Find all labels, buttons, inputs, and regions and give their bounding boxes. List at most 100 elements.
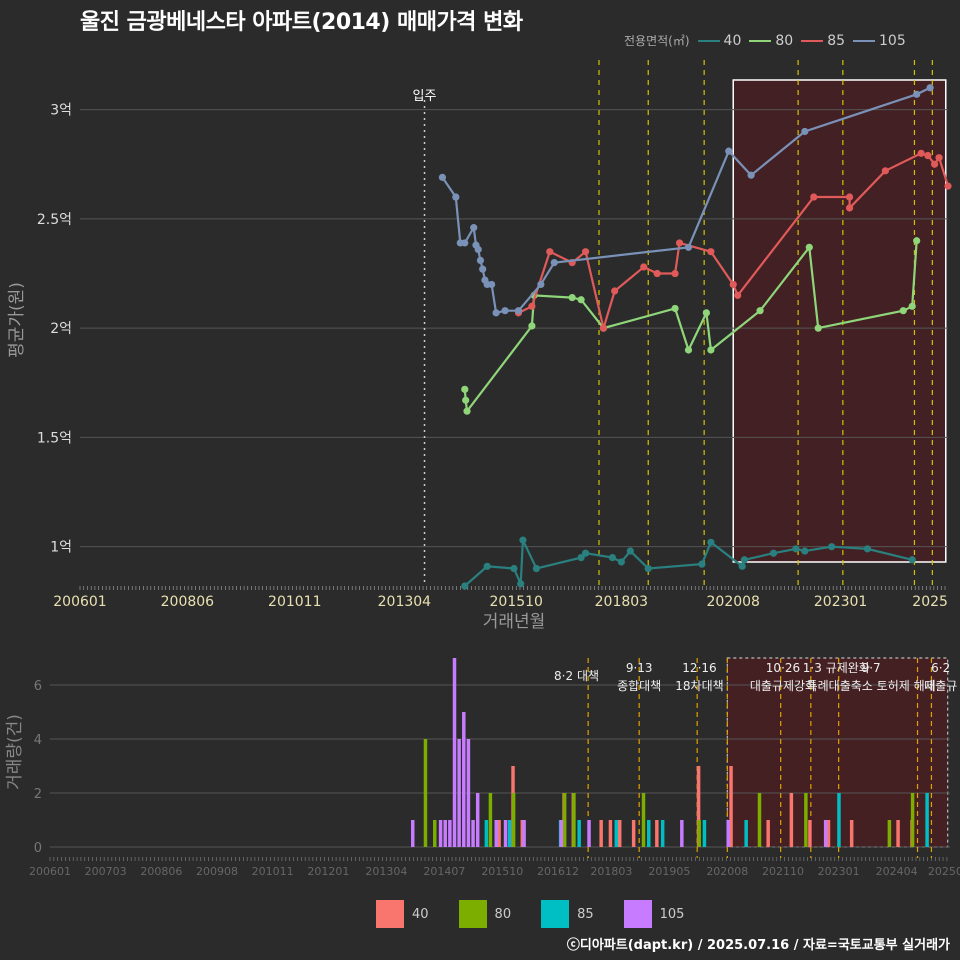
volume-bar-40	[766, 820, 770, 847]
volume-bar-105	[411, 820, 415, 847]
series-point-40	[532, 564, 540, 573]
series-point-85	[546, 248, 554, 256]
series-point-40	[577, 553, 585, 562]
volume-bar-chart: 0 2 4 6 거래량(건) 200601 200703 200806 200908 201011…	[5, 657, 960, 878]
series-point-105	[501, 307, 509, 315]
volume-bar-85	[925, 793, 929, 847]
series-point-85	[729, 280, 737, 289]
volume-bar-105	[457, 739, 461, 847]
price-legend: 전용면적(㎡) 40 80 85 105	[624, 32, 906, 49]
series-line-40	[464, 539, 913, 587]
x-tick-label: 201510	[490, 594, 543, 610]
volume-bar-80	[572, 793, 576, 847]
volume-bar-80	[511, 793, 516, 847]
series-point-40	[792, 545, 800, 553]
volume-bar-85	[647, 820, 651, 847]
series-point-40	[740, 556, 749, 564]
volume-bar-40	[655, 820, 659, 847]
vol-y-axis-title: 거래량(건)	[5, 714, 25, 790]
series-point-85	[845, 193, 854, 201]
volume-bar-105	[522, 820, 526, 847]
series-point-105	[684, 243, 693, 251]
series-point-80	[707, 346, 715, 354]
y-tick-label: 2.5억	[37, 212, 72, 228]
x-tick-label: 200806	[161, 594, 215, 610]
vol-x-tick: 201510	[481, 865, 523, 878]
series-point-40	[483, 562, 491, 570]
volume-bar-80	[562, 793, 567, 847]
volume-bar-105	[680, 820, 684, 847]
series-point-40	[517, 580, 525, 588]
series-point-85	[707, 248, 715, 256]
legend-item-105: 105	[853, 33, 906, 49]
volume-bar-85	[577, 820, 581, 847]
series-point-85	[810, 193, 818, 201]
series-point-80	[814, 324, 822, 332]
series-point-105	[913, 90, 921, 98]
series-point-40	[519, 536, 527, 544]
series-point-105	[470, 224, 478, 232]
vol-x-tick: 201407	[423, 865, 465, 878]
series-point-105	[461, 239, 469, 247]
volume-bar-40	[789, 793, 794, 847]
series-point-105	[474, 245, 482, 254]
bar-legend-105: 105	[623, 900, 684, 928]
series-point-105	[926, 84, 934, 92]
series-point-80	[899, 307, 907, 315]
price-line-chart: 1억 1.5억 2억 2.5억 3억 200601 200806 201011 201304 20…	[7, 60, 952, 632]
series-point-40	[738, 562, 746, 570]
series-point-80	[528, 322, 536, 330]
series-point-105	[479, 265, 487, 273]
series-point-80	[913, 237, 921, 245]
x-tick-label: 2025	[912, 594, 948, 610]
y-axis-title: 평균가(원)	[7, 282, 27, 358]
series-point-85	[917, 149, 925, 157]
x-tick-label: 201011	[268, 594, 321, 610]
x-tick-label: 201304	[378, 594, 432, 610]
volume-bar-40	[896, 820, 900, 847]
volume-bar-85	[507, 820, 512, 847]
volume-bar-40	[520, 820, 525, 847]
vol-x-tick: 202301	[818, 865, 860, 878]
volume-bar-40	[849, 820, 854, 847]
series-point-80	[702, 309, 710, 317]
series-point-105	[476, 256, 485, 265]
series-point-80	[908, 302, 916, 310]
series-point-105	[537, 280, 545, 289]
volume-bar-80	[697, 820, 701, 847]
x-axis-title: 거래년월	[483, 612, 546, 632]
vol-x-tick: 202110	[762, 865, 804, 878]
series-point-40	[461, 582, 469, 590]
volume-bar-40	[608, 820, 613, 847]
legend-item-80: 80	[749, 33, 793, 49]
series-point-40	[863, 545, 872, 553]
volume-bar-40	[808, 820, 812, 847]
volume-bar-85	[660, 820, 665, 847]
bar-legend-85: 85	[541, 900, 594, 928]
series-point-85	[935, 154, 943, 162]
volume-bar-85	[484, 820, 489, 847]
volume-bar-40	[696, 766, 701, 847]
event-label: 6·2 대출규	[924, 661, 957, 693]
series-point-80	[462, 396, 470, 404]
event-label: 9·13 종합대책	[617, 661, 661, 693]
event-label: 9·7 특례대출축소 토허제 해제	[807, 661, 936, 693]
series-point-85	[599, 324, 608, 332]
legend-title: 전용면적(㎡)	[624, 34, 690, 48]
volume-bar-80	[433, 820, 437, 847]
series-point-40	[644, 564, 652, 573]
series-point-40	[510, 564, 518, 573]
legend-item-40: 40	[697, 33, 741, 49]
vol-x-tick: 200908	[196, 865, 238, 878]
series-point-105	[747, 171, 755, 179]
volume-bar-105	[494, 820, 499, 847]
series-point-105	[452, 193, 460, 201]
y-tick-label: 2억	[50, 321, 72, 337]
volume-legend: 40 80 85 105	[376, 900, 700, 928]
series-point-85	[924, 151, 932, 160]
series-point-80	[463, 407, 471, 415]
series-point-85	[675, 239, 684, 247]
volume-bar-105	[443, 820, 447, 847]
source-credit: ⓒ디아파트(dapt.kr) / 2025.07.16 / 자료=국토교통부 실…	[566, 938, 950, 953]
vol-x-tick: 202404	[876, 865, 918, 878]
